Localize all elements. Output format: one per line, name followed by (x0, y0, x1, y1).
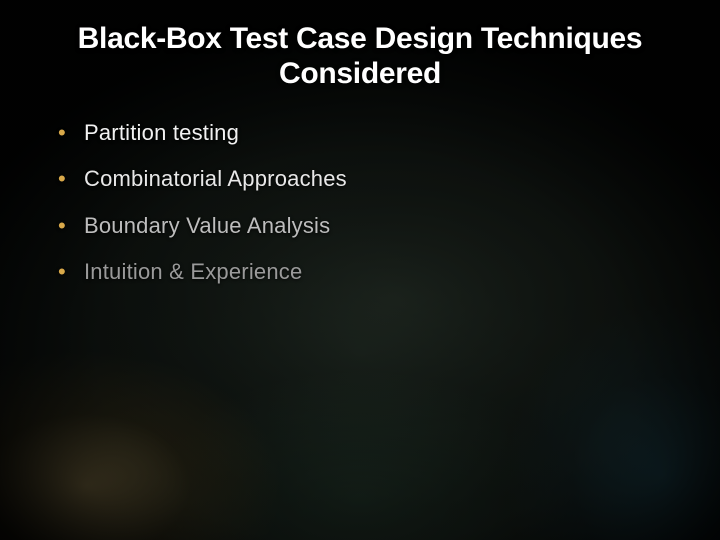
bullet-list: Partition testing Combinatorial Approach… (54, 120, 680, 306)
slide-title: Black-Box Test Case Design Techniques Co… (0, 22, 720, 91)
bullet-text: Boundary Value Analysis (84, 213, 330, 238)
slide: Black-Box Test Case Design Techniques Co… (0, 0, 720, 540)
bullet-text: Combinatorial Approaches (84, 166, 347, 191)
bullet-text: Intuition & Experience (84, 259, 302, 284)
list-item: Partition testing (54, 120, 680, 146)
bullet-text: Partition testing (84, 120, 239, 145)
list-item: Combinatorial Approaches (54, 166, 680, 192)
list-item: Intuition & Experience (54, 259, 680, 285)
list-item: Boundary Value Analysis (54, 213, 680, 239)
